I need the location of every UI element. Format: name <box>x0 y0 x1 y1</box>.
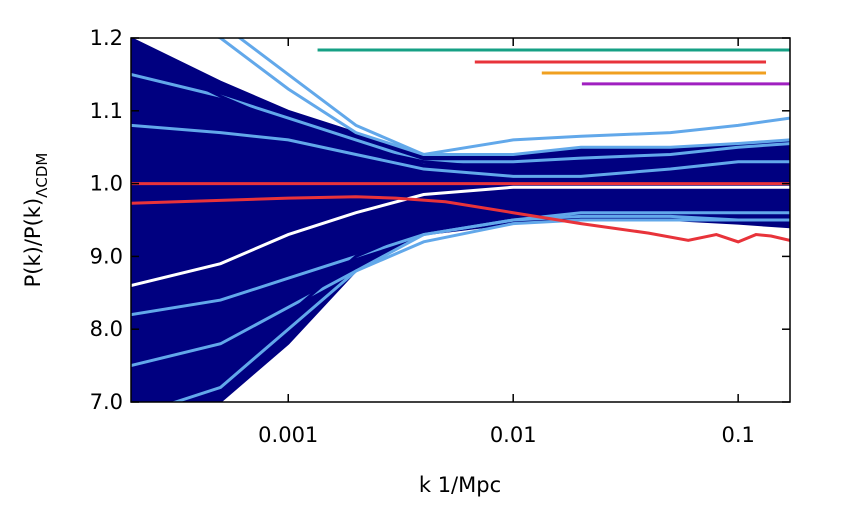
line <box>131 203 790 389</box>
y-tick-label: 8.0 <box>90 317 123 341</box>
y-tick-label: 1.2 <box>90 26 123 50</box>
y-tick-label: 7.0 <box>90 390 123 414</box>
line <box>131 185 790 287</box>
y-tick-label: 9.0 <box>90 244 123 268</box>
x-tick-label: 0.001 <box>258 423 318 447</box>
y-axis-label: P(k)/P(k)ΛCDM <box>21 153 51 288</box>
x-tick-label: 0.01 <box>490 423 537 447</box>
y-axis-label-main: P(k)/P(k) <box>21 198 45 288</box>
plot-frame <box>130 37 791 403</box>
plot-area <box>131 38 790 402</box>
line <box>131 123 790 178</box>
line <box>216 38 790 156</box>
line <box>131 51 790 171</box>
x-axis-label: k 1/Mpc <box>419 473 501 497</box>
line <box>131 195 790 244</box>
y-tick-label: 1.1 <box>90 99 123 123</box>
y-axis-label-sub: ΛCDM <box>33 153 51 198</box>
line <box>237 38 790 157</box>
y-tick-label: 1.0 <box>90 172 123 196</box>
x-tick-label: 0.1 <box>721 423 754 447</box>
line <box>131 211 790 317</box>
axes: 7.0 8.0 9.0 1.0 1.1 1.2 0.001 0.01 0.1 <box>90 26 791 447</box>
line <box>131 72 790 164</box>
line <box>131 218 790 368</box>
